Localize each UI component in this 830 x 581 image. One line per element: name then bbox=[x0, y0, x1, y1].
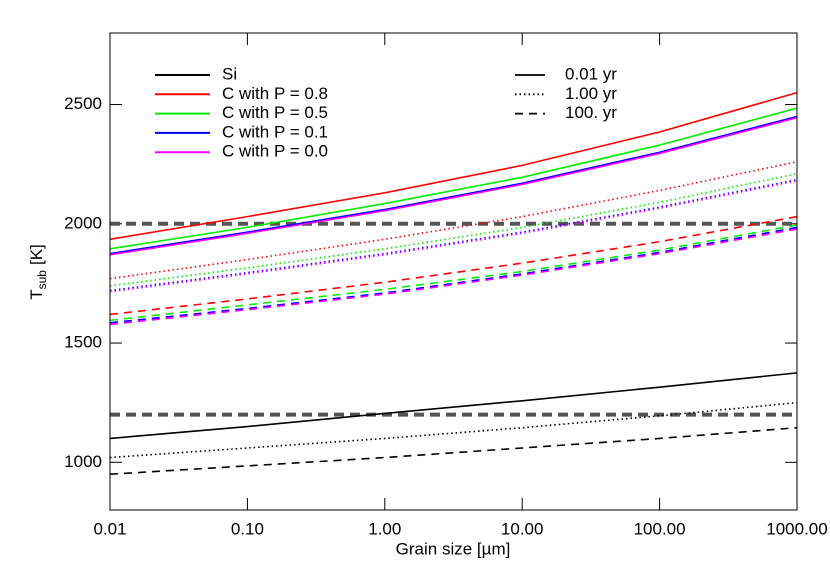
legend-label: C with P = 0.0 bbox=[222, 142, 328, 161]
x-axis-label: Grain size [µm] bbox=[396, 539, 511, 558]
x-tick-label: 0.01 bbox=[93, 519, 126, 538]
x-tick-label: 1.00 bbox=[368, 519, 401, 538]
series-line bbox=[109, 115, 798, 255]
series-line bbox=[109, 172, 798, 287]
y-tick-label: 1000 bbox=[64, 452, 102, 471]
x-tick-label: 100.00 bbox=[634, 519, 686, 538]
series-line bbox=[109, 161, 798, 280]
x-tick-label: 10.00 bbox=[501, 519, 544, 538]
y-label-unit: [K] bbox=[27, 244, 46, 265]
legend-label: 0.01 yr bbox=[565, 64, 617, 83]
legend-label: Si bbox=[222, 64, 237, 83]
y-axis-label: Tsub [K] bbox=[27, 244, 49, 300]
series-line bbox=[109, 426, 798, 476]
series-line bbox=[109, 215, 798, 316]
series-line bbox=[109, 116, 798, 256]
legend-label: C with P = 0.1 bbox=[222, 122, 328, 141]
y-label-sub: sub bbox=[35, 270, 49, 290]
series-line bbox=[109, 224, 798, 322]
series-line bbox=[109, 178, 798, 292]
legend-label: C with P = 0.5 bbox=[222, 103, 328, 122]
series-line bbox=[109, 180, 798, 293]
y-tick-label: 1500 bbox=[64, 333, 102, 352]
series-line bbox=[109, 91, 798, 241]
series-line bbox=[109, 228, 798, 326]
legend-label: 100. yr bbox=[565, 103, 617, 122]
x-tick-label: 0.10 bbox=[231, 519, 264, 538]
series-line bbox=[109, 226, 798, 324]
series-line bbox=[109, 107, 798, 250]
y-tick-label: 2500 bbox=[64, 94, 102, 113]
legend-label: C with P = 0.8 bbox=[222, 84, 328, 103]
x-tick-label: 1000.00 bbox=[766, 519, 827, 538]
series-line bbox=[109, 372, 798, 440]
y-tick-label: 2000 bbox=[64, 213, 102, 232]
plot-frame bbox=[109, 32, 798, 511]
legend-label: 1.00 yr bbox=[565, 84, 617, 103]
y-label-main: T bbox=[27, 289, 46, 299]
